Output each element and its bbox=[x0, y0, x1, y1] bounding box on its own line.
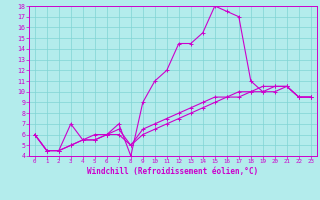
X-axis label: Windchill (Refroidissement éolien,°C): Windchill (Refroidissement éolien,°C) bbox=[87, 167, 258, 176]
